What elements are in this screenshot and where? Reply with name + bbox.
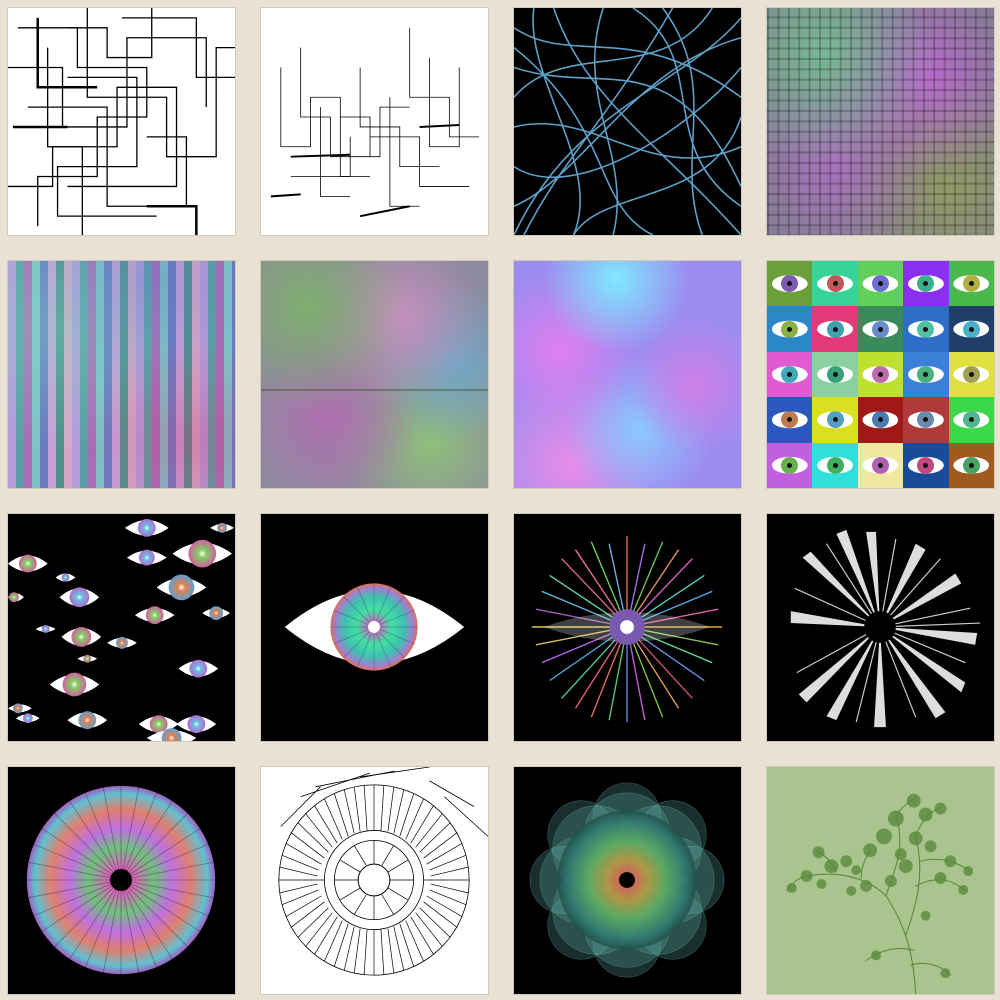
burst-eye-tile[interactable] xyxy=(513,513,742,742)
eye-grid-cell xyxy=(857,397,904,443)
eye-icon xyxy=(953,320,990,338)
eye-grid-cell xyxy=(857,442,904,488)
scattered-eyes-tile[interactable] xyxy=(7,513,236,742)
line-spiral-icon xyxy=(278,767,488,976)
white-rays-icon xyxy=(790,529,981,728)
eye-grid-cell xyxy=(948,351,994,398)
eye-grid-tile[interactable] xyxy=(766,260,995,489)
eye-grid-cell xyxy=(903,397,949,443)
eye-icon xyxy=(862,275,899,293)
single-eye-icon xyxy=(284,583,465,671)
eye-icon xyxy=(771,320,808,338)
clouds-tile[interactable] xyxy=(513,260,742,489)
eye-icon xyxy=(817,275,854,293)
eye-icon xyxy=(907,456,944,474)
eye-grid-cell xyxy=(812,306,858,352)
eye-icon xyxy=(862,456,899,474)
eye-icon xyxy=(907,411,944,429)
eye-icon xyxy=(953,456,990,474)
eye-grid-cell xyxy=(948,397,994,443)
white-rays-tile[interactable] xyxy=(766,513,995,742)
eye-grid-cell xyxy=(857,306,904,352)
sketch-city-icon xyxy=(270,27,480,218)
eye-grid-cell xyxy=(812,397,858,443)
eye-grid-cell xyxy=(948,306,994,352)
tree-tile[interactable] xyxy=(766,766,995,995)
eye-icon xyxy=(862,320,899,338)
eye-grid-cell xyxy=(857,351,904,398)
color-stripes-tile[interactable] xyxy=(7,260,236,489)
eye-icon xyxy=(953,275,990,293)
eye-icon xyxy=(817,411,854,429)
eye-grid-cell xyxy=(767,351,813,398)
tree-icon xyxy=(786,793,974,994)
eye-icon xyxy=(771,411,808,429)
eye-icon xyxy=(771,456,808,474)
eye-grid-cell xyxy=(812,442,858,488)
eye-icon xyxy=(907,320,944,338)
eye-grid-cell xyxy=(767,306,813,352)
sketch-city-tile[interactable] xyxy=(260,7,489,236)
eye-icon xyxy=(862,411,899,429)
abstract-lines-icon xyxy=(8,8,235,235)
eye-icon xyxy=(771,366,808,383)
eye-icon xyxy=(862,366,899,383)
eye-icon xyxy=(953,366,990,383)
eye-grid-cell xyxy=(812,261,858,307)
eye-grid-cell xyxy=(812,351,858,398)
color-starburst-tile[interactable] xyxy=(7,766,236,995)
eye-grid-cell xyxy=(903,306,949,352)
abstract-lines-tile[interactable] xyxy=(7,7,236,236)
eye-grid-cell xyxy=(767,442,813,488)
mandala-icon xyxy=(529,782,725,978)
eye-grid-cell xyxy=(857,261,904,307)
eye-icon xyxy=(817,320,854,338)
eye-icon xyxy=(953,411,990,429)
burst-eye-icon xyxy=(531,535,723,723)
color-starburst-icon xyxy=(26,785,216,975)
eye-icon xyxy=(907,275,944,293)
eye-grid-cell xyxy=(903,351,949,398)
eye-grid-cell xyxy=(767,261,813,307)
mandala-tile[interactable] xyxy=(513,766,742,995)
scattered-eyes-icon xyxy=(8,518,235,741)
eye-icon xyxy=(817,366,854,383)
eye-grid-cell xyxy=(903,442,949,488)
eye-icon xyxy=(771,275,808,293)
line-spiral-tile[interactable] xyxy=(260,766,489,995)
blue-curves-tile[interactable] xyxy=(513,7,742,236)
blurred-noise-tile[interactable] xyxy=(260,260,489,489)
eye-icon xyxy=(907,366,944,383)
eye-grid-cell xyxy=(948,442,994,488)
eye-grid-cell xyxy=(903,261,949,307)
artwork-gallery xyxy=(7,7,995,995)
single-eye-tile[interactable] xyxy=(260,513,489,742)
eye-grid-cell xyxy=(948,261,994,307)
eye-grid-cell xyxy=(767,397,813,443)
eye-icon xyxy=(817,456,854,474)
color-checker-tile[interactable] xyxy=(766,7,995,236)
blue-curves-icon xyxy=(514,8,741,235)
